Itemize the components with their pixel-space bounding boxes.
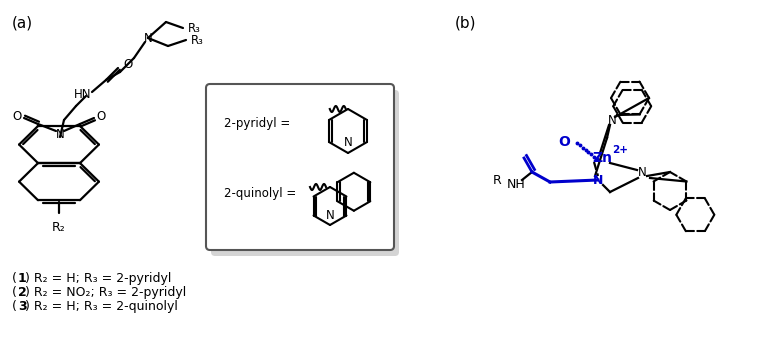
Text: R₃: R₃	[191, 34, 204, 47]
Text: N: N	[344, 136, 352, 149]
Text: ) R₂ = H; R₃ = 2-pyridyl: ) R₂ = H; R₃ = 2-pyridyl	[25, 272, 171, 285]
Text: R₃: R₃	[188, 21, 201, 34]
FancyBboxPatch shape	[206, 84, 394, 250]
Text: (: (	[12, 272, 17, 285]
Text: NH: NH	[507, 177, 525, 190]
Text: O: O	[96, 110, 105, 123]
FancyBboxPatch shape	[211, 90, 399, 256]
Text: (: (	[12, 286, 17, 299]
Text: N: N	[638, 167, 647, 180]
Text: O: O	[558, 135, 570, 149]
Text: R₂: R₂	[52, 221, 66, 234]
Text: O: O	[123, 58, 132, 71]
Text: 1: 1	[18, 272, 27, 285]
Text: N: N	[325, 209, 335, 222]
Text: 2-pyridyl =: 2-pyridyl =	[224, 117, 290, 130]
Text: O: O	[12, 110, 22, 123]
Text: ) R₂ = NO₂; R₃ = 2-pyridyl: ) R₂ = NO₂; R₃ = 2-pyridyl	[25, 286, 186, 299]
Text: Zn: Zn	[592, 151, 612, 165]
Text: N: N	[608, 114, 617, 126]
Text: N: N	[593, 173, 603, 187]
Text: (a): (a)	[12, 15, 33, 30]
Text: ) R₂ = H; R₃ = 2-quinolyl: ) R₂ = H; R₃ = 2-quinolyl	[25, 300, 178, 313]
Text: N: N	[144, 32, 152, 45]
Text: HN: HN	[75, 87, 92, 101]
Text: (: (	[12, 300, 17, 313]
Text: 2+: 2+	[612, 145, 628, 155]
Text: (b): (b)	[455, 15, 477, 30]
Text: 2: 2	[18, 286, 27, 299]
Text: 3: 3	[18, 300, 27, 313]
Text: N: N	[55, 128, 65, 140]
Text: R: R	[493, 173, 502, 187]
Text: 2-quinolyl =: 2-quinolyl =	[224, 187, 296, 200]
